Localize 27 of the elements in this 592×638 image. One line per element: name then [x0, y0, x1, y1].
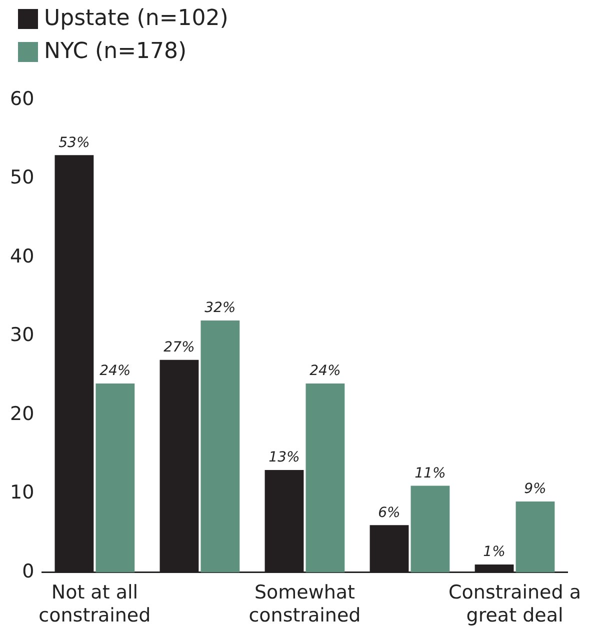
bar: [516, 502, 555, 572]
legend-label: Upstate (n=102): [44, 6, 228, 31]
x-tick-label: Constrained a great deal: [448, 582, 582, 627]
data-label: 32%: [204, 300, 236, 316]
y-tick-label: 20: [10, 402, 34, 425]
y-tick-label: 40: [10, 245, 34, 268]
data-label: 24%: [310, 363, 341, 380]
data-label: 24%: [100, 363, 131, 380]
y-tick-label: 10: [10, 482, 34, 504]
x-tick-label: Somewhat constrained: [248, 582, 361, 627]
y-tick-label: 0: [22, 560, 34, 582]
y-tick-label: 60: [10, 88, 34, 110]
bar: [96, 383, 135, 572]
data-label: 9%: [524, 481, 546, 498]
y-tick-label: 50: [10, 166, 34, 189]
data-label: 53%: [58, 134, 90, 151]
data-label: 1%: [483, 544, 506, 560]
data-label: 6%: [378, 504, 400, 521]
bar: [200, 320, 240, 572]
bar: [410, 486, 450, 572]
data-label: 13%: [268, 450, 300, 466]
y-tick-label: 30: [10, 324, 34, 346]
bar: [306, 383, 345, 572]
data-label: 11%: [414, 465, 446, 482]
data-label: 27%: [164, 339, 195, 356]
x-tick-label: Not at all constrained: [38, 582, 151, 627]
legend-label: NYC (n=178): [44, 39, 187, 64]
